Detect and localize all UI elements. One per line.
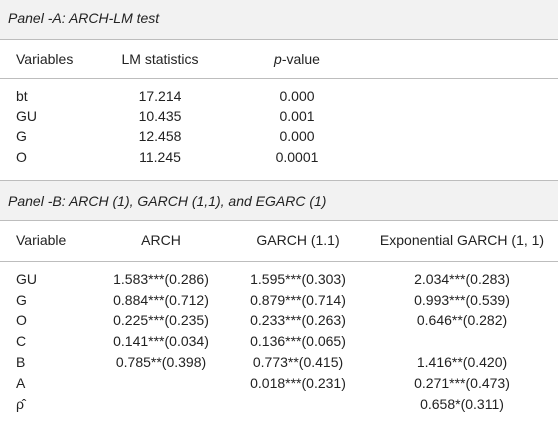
cell-lm: 17.214: [138, 88, 182, 104]
panel-a-header-rule: [0, 78, 558, 79]
cell-arch: 0.141***(0.034): [113, 333, 209, 349]
panel-b-header-rule: [0, 261, 558, 262]
panel-a-bottom-rule: [0, 180, 558, 181]
cell-variable: GU: [16, 108, 37, 124]
cell-egarch: 0.993***(0.539): [414, 292, 510, 308]
panel-b-title-band: [0, 181, 558, 220]
cell-garch: 0.879***(0.714): [250, 292, 346, 308]
cell-pvalue: 0.000: [279, 128, 315, 144]
cell-variable: bt: [16, 88, 28, 104]
panel-b-header-egarch: Exponential GARCH (1, 1): [379, 232, 545, 248]
cell-garch: 0.233***(0.263): [250, 312, 346, 328]
cell-variable: B: [16, 354, 26, 370]
panel-a-header-variables: Variables: [16, 51, 74, 67]
cell-lm: 10.435: [138, 108, 182, 124]
panel-b-header-arch: ARCH: [141, 232, 181, 248]
cell-egarch: 0.658*(0.311): [420, 396, 504, 412]
cell-variable: C: [16, 333, 27, 349]
cell-garch: 0.136***(0.065): [250, 333, 346, 349]
panel-a-title-band: [0, 0, 558, 39]
cell-arch: 0.225***(0.235): [113, 312, 209, 328]
cell-variable: O: [16, 149, 27, 165]
panel-b-header-garch: GARCH (1.1): [256, 232, 340, 248]
p-rest: -value: [281, 51, 320, 67]
cell-egarch: 0.646**(0.282): [416, 312, 508, 328]
cell-pvalue: 0.000: [279, 88, 315, 104]
panel-a-header-lm: LM statistics: [121, 51, 199, 67]
cell-variable: O: [16, 312, 27, 328]
cell-garch: 0.018***(0.231): [250, 375, 346, 391]
cell-lm: 12.458: [138, 128, 182, 144]
cell-variable: G: [16, 292, 27, 308]
cell-garch: 1.595***(0.303): [250, 271, 346, 287]
panel-b-title: Panel -B: ARCH (1), GARCH (1,1), and EGA…: [8, 193, 327, 209]
cell-variable: ρ̂: [16, 396, 24, 412]
cell-lm: 11.245: [139, 149, 181, 165]
cell-variable: A: [16, 375, 26, 391]
panel-a-title: Panel -A: ARCH-LM test: [8, 10, 160, 26]
panel-b-top-rule: [0, 220, 558, 221]
panel-a-header-pvalue: p-value: [274, 51, 320, 67]
cell-arch: 1.583***(0.286): [113, 271, 209, 287]
cell-pvalue: 0.001: [279, 108, 315, 124]
panel-a-top-rule: [0, 39, 558, 40]
cell-arch: 0.785**(0.398): [115, 354, 207, 370]
cell-pvalue: 0.0001: [275, 149, 319, 165]
cell-egarch: 0.271***(0.473): [414, 375, 510, 391]
cell-egarch: 1.416**(0.420): [416, 354, 508, 370]
cell-egarch: 2.034***(0.283): [414, 271, 510, 287]
panel-b-header-variable: Variable: [16, 232, 67, 248]
cell-garch: 0.773**(0.415): [252, 354, 344, 370]
p-italic: p: [274, 51, 282, 67]
cell-variable: G: [16, 128, 27, 144]
cell-variable: GU: [16, 271, 37, 287]
cell-arch: 0.884***(0.712): [113, 292, 209, 308]
